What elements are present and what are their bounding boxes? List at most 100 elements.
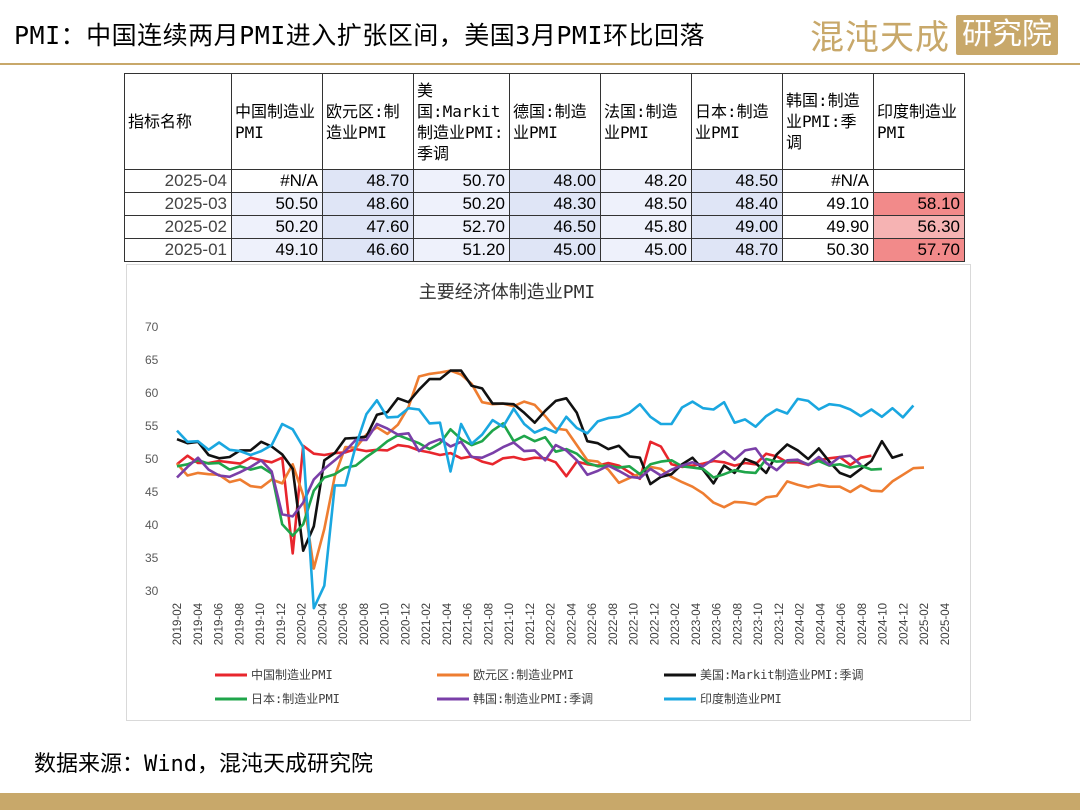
data-source: 数据来源：Wind，混沌天成研究院: [34, 752, 373, 777]
table-header: 中国制造业PMI: [231, 73, 323, 170]
x-tick-label: 2024-10: [878, 603, 890, 645]
table-cell: 50.20: [413, 192, 510, 216]
x-tick-label: 2025-02: [919, 603, 931, 645]
x-tick-label: 2019-10: [255, 603, 267, 645]
table-cell: #N/A: [231, 169, 323, 193]
table-row: 2025-03 50.50 48.60 50.20 48.30 48.50 48.40 49.…: [124, 192, 965, 216]
table-cell: 58.10: [873, 192, 965, 216]
table-header: 法国:制造业PMI: [600, 73, 692, 170]
table-cell: 47.60: [322, 215, 414, 239]
row-date: 2025-01: [124, 238, 232, 262]
x-tick-label: 2019-08: [234, 603, 246, 645]
table-header: 德国:制造业PMI: [509, 73, 601, 170]
row-date: 2025-02: [124, 215, 232, 239]
table-cell: 45.00: [600, 238, 692, 262]
table-cell: 56.30: [873, 215, 965, 239]
table-cell: 50.70: [413, 169, 510, 193]
y-tick-label: 30: [145, 584, 159, 598]
series-line: [176, 422, 882, 537]
x-tick-label: 2023-12: [774, 603, 786, 645]
x-tick-label: 2022-06: [587, 603, 599, 645]
x-tick-label: 2022-04: [566, 602, 578, 645]
page-title: PMI：中国连续两月PMI进入扩张区间，美国3月PMI环比回落: [14, 21, 706, 50]
table-row: 2025-04 #N/A 48.70 50.70 48.00 48.20 48.50 #N/A: [124, 169, 965, 193]
table-header: 欧元区:制造业PMI: [322, 73, 414, 170]
x-tick-label: 2022-02: [546, 603, 558, 645]
table-cell: 49.10: [782, 192, 874, 216]
bottom-bar: [0, 793, 1080, 810]
x-tick-label: 2021-08: [483, 603, 495, 645]
x-tick-label: 2024-04: [815, 602, 827, 645]
legend-label: 韩国:制造业PMI:季调: [473, 691, 593, 706]
table-cell: 50.50: [231, 192, 323, 216]
table-row: 2025-02 50.20 47.60 52.70 46.50 45.80 49.00 49.…: [124, 215, 965, 239]
table-header: 印度制造业PMI: [873, 73, 965, 170]
x-tick-label: 2025-04: [940, 602, 952, 645]
x-tick-label: 2020-04: [317, 602, 329, 645]
x-tick-label: 2022-12: [649, 603, 661, 645]
table-cell: 52.70: [413, 215, 510, 239]
x-tick-label: 2024-08: [857, 603, 869, 645]
table-cell: 45.80: [600, 215, 692, 239]
x-tick-label: 2021-06: [463, 603, 475, 645]
x-tick-label: 2023-08: [732, 603, 744, 645]
x-tick-label: 2022-10: [629, 603, 641, 645]
table-cell: 48.50: [691, 169, 783, 193]
table-cell: 48.50: [600, 192, 692, 216]
x-tick-label: 2021-04: [442, 602, 454, 645]
series-line: [176, 422, 862, 518]
table-cell: 46.50: [509, 215, 601, 239]
table-header: 日本:制造业PMI: [691, 73, 783, 170]
x-tick-label: 2023-06: [712, 603, 724, 645]
title-rule: [0, 63, 1080, 65]
table-cell: 48.20: [600, 169, 692, 193]
pmi-line-chart: 主要经济体制造业PMI 70 65 60 55 50 45 40 35 30 2019-02 20…: [145, 282, 952, 706]
x-tick-label: 2024-12: [898, 603, 910, 645]
table-cell: 48.70: [691, 238, 783, 262]
table-cell: 48.30: [509, 192, 601, 216]
x-tick-label: 2020-10: [380, 603, 392, 645]
chart-frame: 主要经济体制造业PMI 70 65 60 55 50 45 40 35 30 2019-02 20…: [126, 264, 971, 721]
table-cell: 50.30: [782, 238, 874, 262]
x-tick-label: 2020-02: [297, 603, 309, 645]
y-tick-label: 55: [145, 419, 159, 433]
x-tick-label: 2019-04: [193, 602, 205, 645]
table-cell: 48.60: [322, 192, 414, 216]
x-tick-label: 2021-10: [504, 603, 516, 645]
table-header-row: 指标名称 中国制造业PMI 欧元区:制造业PMI 美国:Markit制造业PMI…: [124, 73, 965, 170]
series-line: [176, 369, 925, 570]
brand-name: 混沌天成: [810, 18, 950, 58]
legend-label: 欧元区:制造业PMI: [473, 668, 574, 682]
table-cell: [873, 169, 965, 193]
table-cell: #N/A: [782, 169, 874, 193]
x-tick-label: 2023-02: [670, 603, 682, 645]
legend-label: 中国制造业PMI: [251, 667, 333, 682]
x-tick-label: 2019-06: [214, 603, 226, 645]
table-cell: 50.20: [231, 215, 323, 239]
table-cell: 48.70: [322, 169, 414, 193]
chart-title: 主要经济体制造业PMI: [419, 282, 596, 303]
legend-label: 美国:Markit制造业PMI:季调: [700, 668, 863, 682]
table-cell: 49.00: [691, 215, 783, 239]
table-cell: 48.00: [509, 169, 601, 193]
y-tick-label: 40: [145, 518, 159, 532]
x-tick-label: 2021-12: [525, 603, 537, 645]
x-tick-label: 2021-02: [421, 603, 433, 645]
series-line: [176, 397, 915, 610]
x-tick-label: 2024-02: [795, 603, 807, 645]
table-cell: 49.10: [231, 238, 323, 262]
x-tick-label: 2019-02: [172, 603, 184, 645]
row-date: 2025-03: [124, 192, 232, 216]
legend-label: 印度制造业PMI: [700, 691, 782, 706]
table-cell: 51.20: [413, 238, 510, 262]
row-date: 2025-04: [124, 169, 232, 193]
table-cell: 45.00: [509, 238, 601, 262]
x-tick-label: 2023-10: [753, 603, 765, 645]
table-cell: 49.90: [782, 215, 874, 239]
x-tick-label: 2022-08: [608, 603, 620, 645]
legend-label: 日本:制造业PMI: [251, 692, 340, 706]
x-tick-label: 2020-06: [338, 603, 350, 645]
y-tick-label: 65: [145, 353, 159, 367]
table-header: 韩国:制造业PMI:季调: [782, 73, 874, 170]
table-cell: 48.40: [691, 192, 783, 216]
